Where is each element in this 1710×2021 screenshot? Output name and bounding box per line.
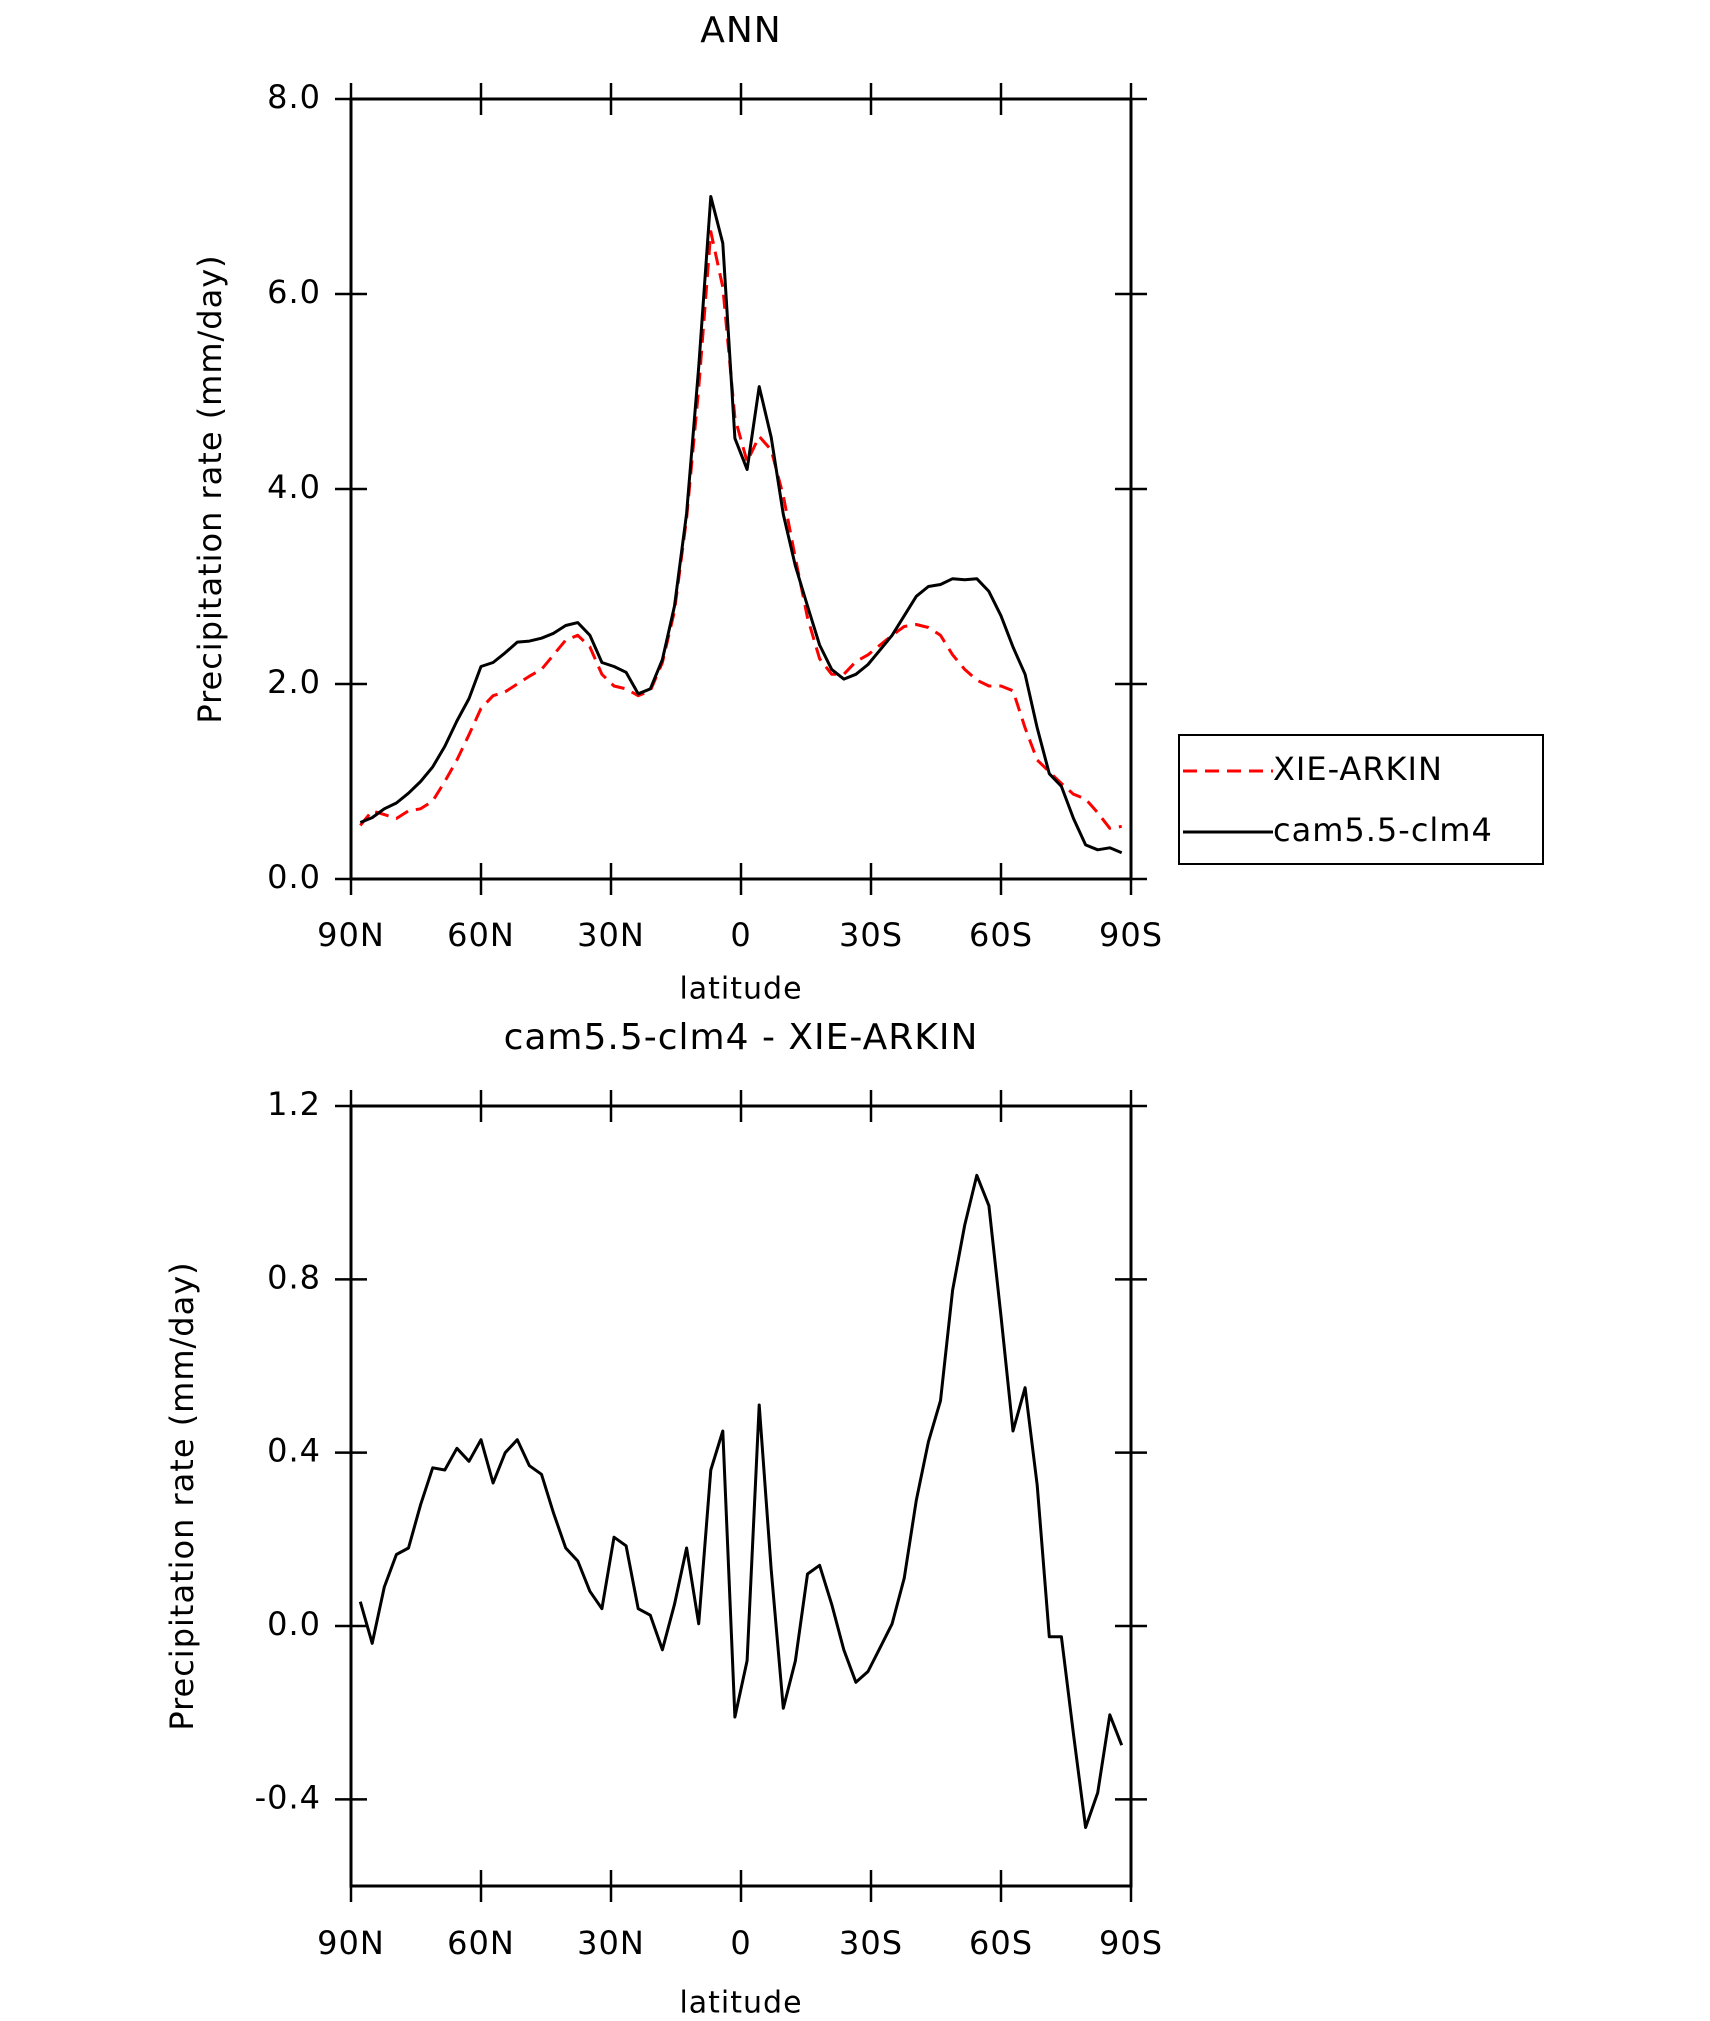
data-line	[359, 195, 1123, 855]
data-line	[359, 230, 1122, 830]
chart-title: ANN	[700, 10, 782, 51]
x-tick-label: 90N	[317, 1924, 385, 1962]
x-tick-label: 60N	[447, 1924, 515, 1962]
y-tick-label: 1.2	[267, 1085, 321, 1123]
x-tick-label: 90S	[1099, 1924, 1163, 1962]
y-tick-label: 0.0	[267, 1605, 321, 1643]
plot-frame	[349, 1104, 1133, 1888]
data-line	[358, 1173, 1124, 1829]
y-axis-label: Precipitation rate (mm/day)	[191, 254, 229, 723]
x-tick-label: 60N	[447, 916, 515, 954]
x-tick-label: 90N	[317, 916, 385, 954]
x-tick-label: 0	[730, 916, 751, 954]
y-tick-label: 6.0	[267, 273, 321, 311]
legend-box	[1178, 734, 1544, 865]
y-tick-label: 8.0	[267, 78, 321, 116]
y-tick-label: 0.4	[267, 1432, 321, 1470]
x-tick-label: 0	[730, 1924, 751, 1962]
x-tick-label: 60S	[969, 916, 1033, 954]
y-tick-label: 4.0	[267, 468, 321, 506]
y-axis-label: Precipitation rate (mm/day)	[163, 1261, 201, 1730]
plot-frame	[349, 97, 1133, 881]
x-axis-label: latitude	[679, 1986, 802, 2021]
chart-title: cam5.5-clm4 - XIE-ARKIN	[504, 1017, 979, 1058]
y-tick-label: 0.8	[267, 1258, 321, 1296]
x-tick-label: 60S	[969, 1924, 1033, 1962]
y-tick-label: 0.0	[267, 858, 321, 896]
legend-label: cam5.5-clm4	[1273, 811, 1493, 849]
x-axis-label: latitude	[679, 972, 802, 1007]
legend-label: XIE-ARKIN	[1273, 750, 1443, 788]
x-tick-label: 90S	[1099, 916, 1163, 954]
x-tick-label: 30S	[839, 1924, 903, 1962]
y-tick-label: -0.4	[255, 1778, 321, 1816]
x-tick-label: 30N	[577, 916, 645, 954]
x-tick-label: 30N	[577, 1924, 645, 1962]
x-tick-label: 30S	[839, 916, 903, 954]
y-tick-label: 2.0	[267, 663, 321, 701]
